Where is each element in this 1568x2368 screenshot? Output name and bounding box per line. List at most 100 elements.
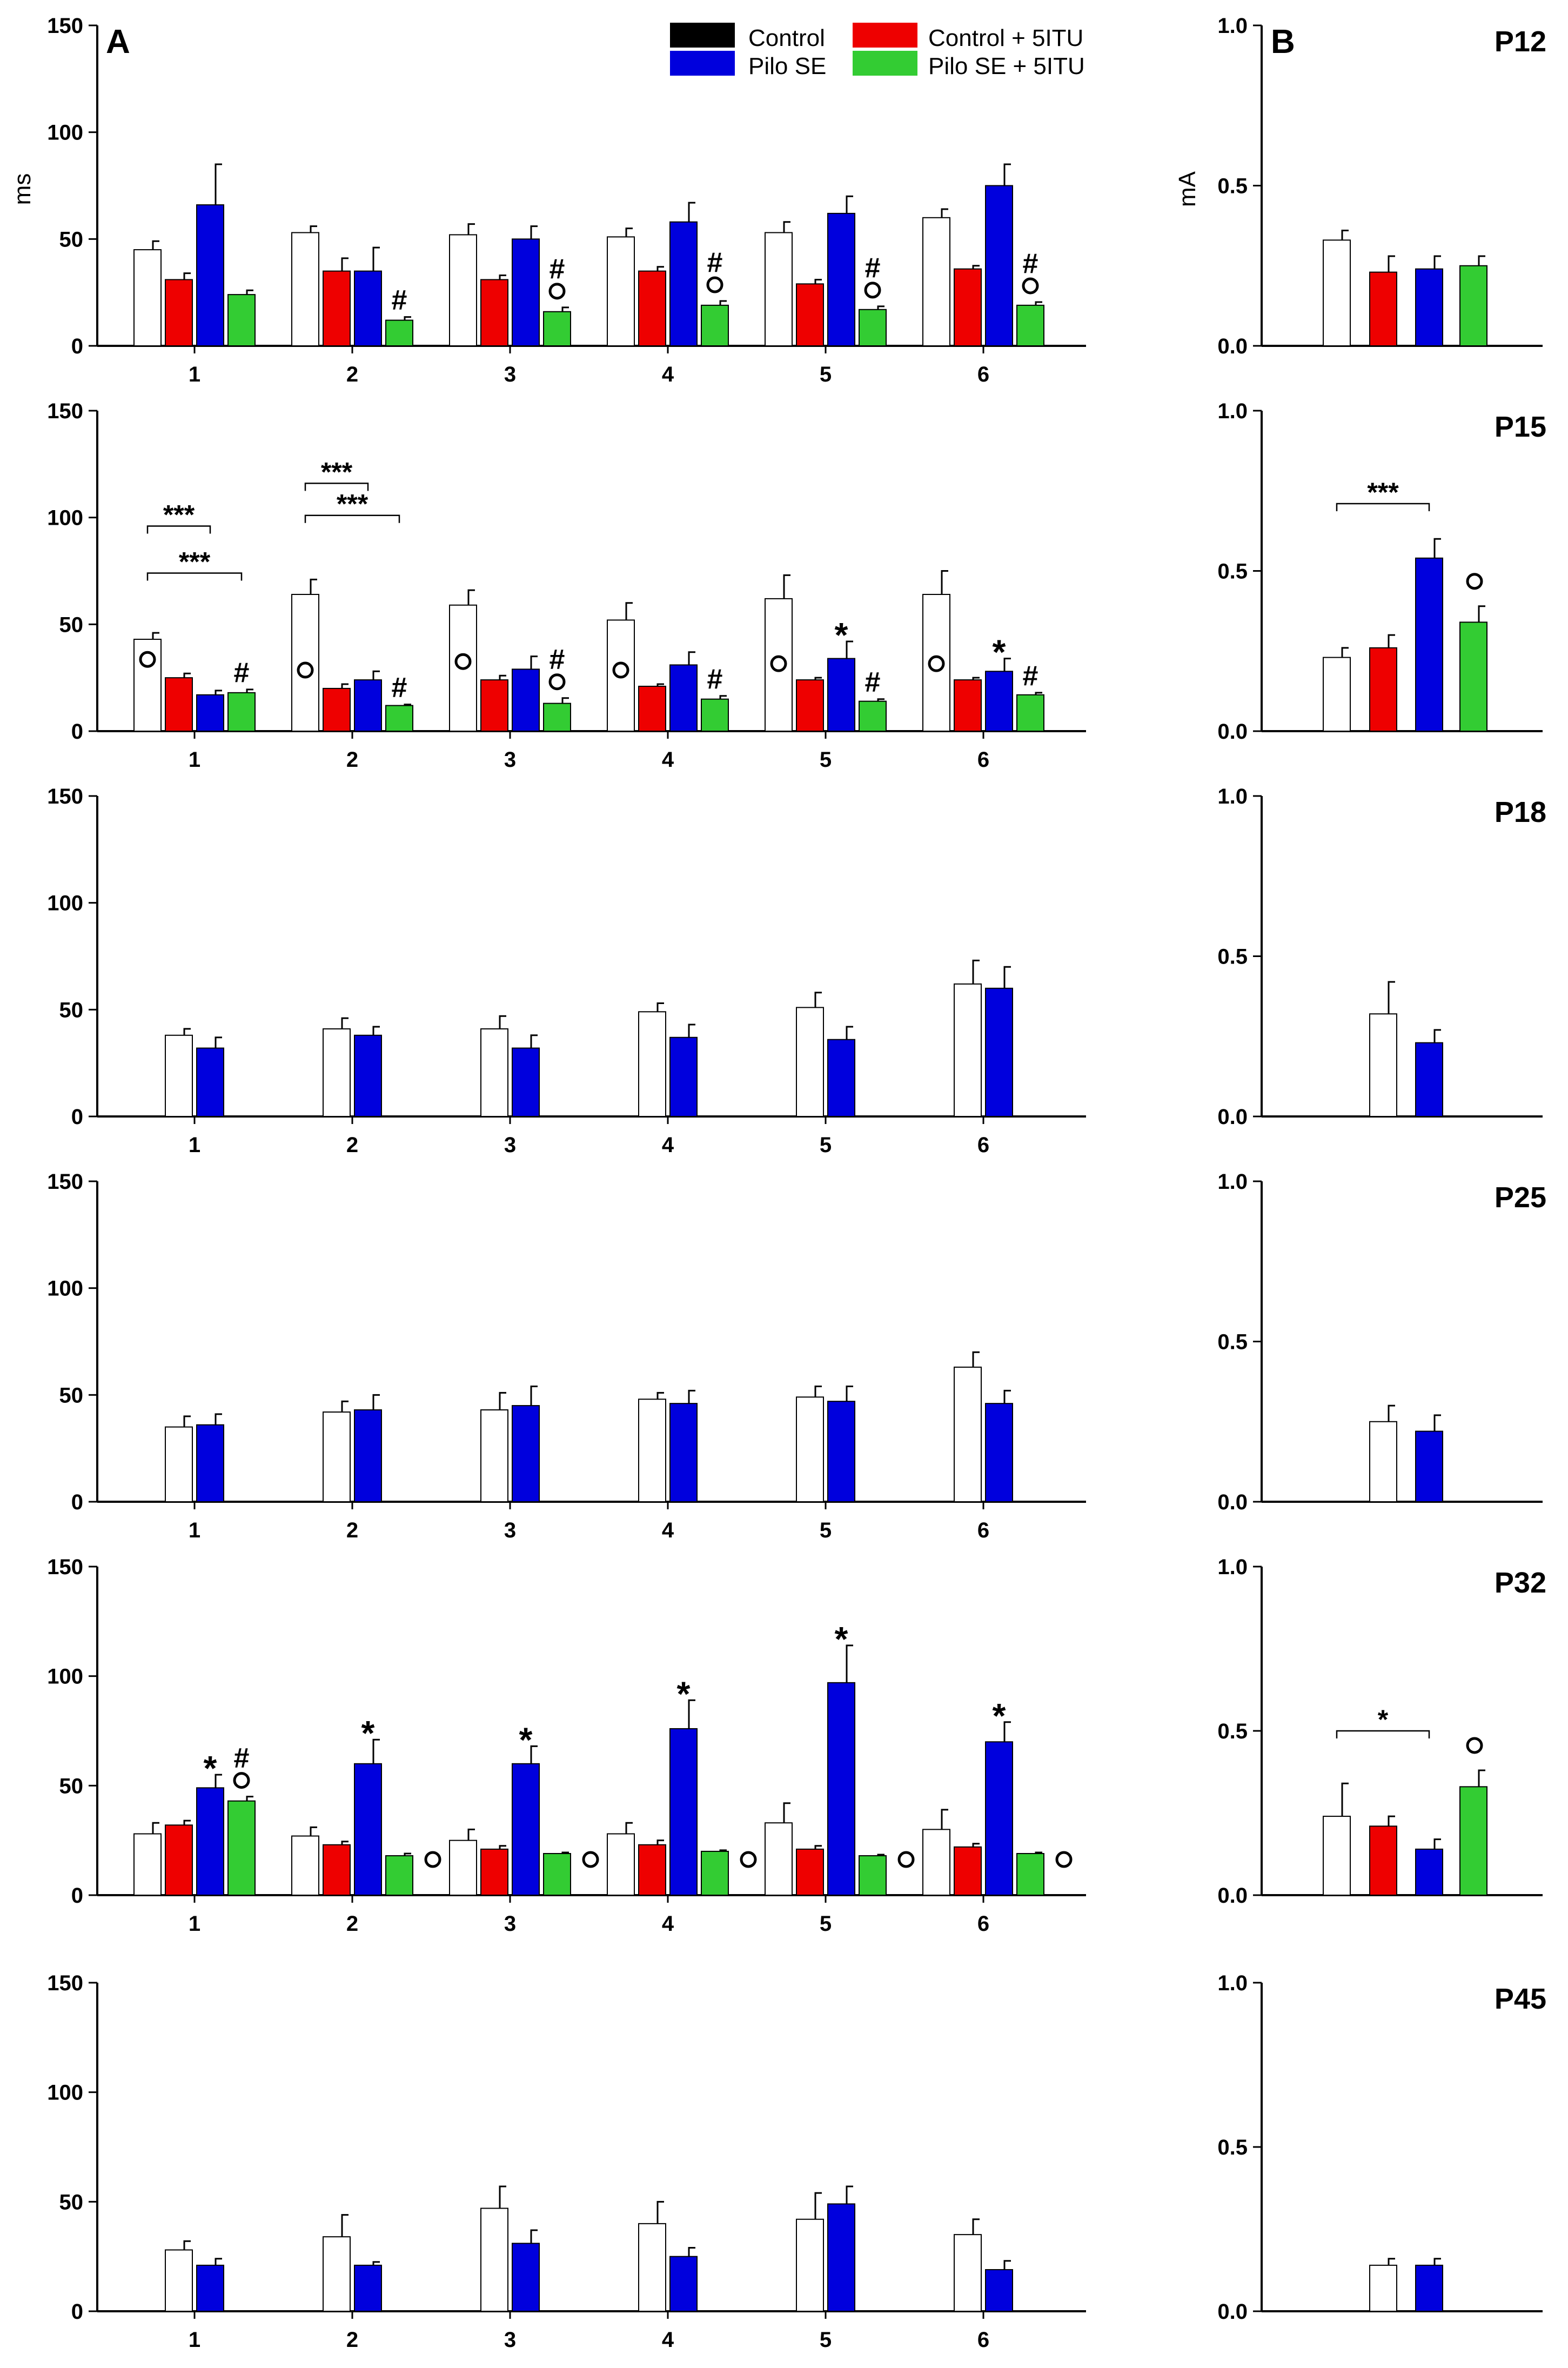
chart-a-p32-bar-control — [922, 1829, 950, 1896]
chart-a-p25-x-tick-label: 6 — [977, 1519, 989, 1542]
chart-a-p32-bar-control-5itu-error-bar — [341, 1841, 349, 1845]
chart-a-p25-bar-pilo-se — [827, 1401, 855, 1503]
chart-a-p25-bar-control-error-bar — [183, 1415, 191, 1427]
chart-a-p25-bar-control-error-bar — [814, 1386, 822, 1397]
chart-a-p32-bar-pilo-se-5itu-error-bar — [877, 1854, 884, 1856]
chart-a-p15-bar-control-5itu — [796, 679, 824, 732]
chart-a-p18-bar-pilo-se — [512, 1047, 540, 1117]
chart-a-p15-bar-control-5itu-error-bar — [341, 683, 349, 688]
chart-a-p45-bar-control — [165, 2249, 193, 2312]
chart-a-p25-bar-control-error-bar — [972, 1351, 980, 1367]
chart-a-p12-hash-mark: # — [865, 252, 881, 284]
chart-a-p15-bar-control — [607, 619, 635, 732]
chart-a-p25-bar-pilo-se — [669, 1403, 698, 1503]
chart-a-p15-bar-pilo-se — [985, 671, 1013, 732]
chart-a-p32-bar-pilo-se-5itu-error-bar — [1035, 1851, 1042, 1854]
chart-a-p12-bar-pilo-se — [985, 185, 1013, 346]
chart-a-p45-bar-pilo-se-error-bar — [372, 2261, 380, 2265]
chart-a-p25: 0 50 100 150 1 2 3 4 5 6 — [47, 1170, 1086, 1542]
chart-b-p12-bar-pilo-se-5itu-error-bar — [1478, 255, 1485, 266]
chart-b-p32-bracket-label: * — [1378, 1704, 1389, 1735]
chart-a-p15-bar-control-5itu — [638, 685, 666, 732]
chart-a-p15-circle-mark — [928, 655, 945, 672]
chart-b-p15-circle-mark — [1466, 573, 1483, 590]
chart-a-p12-bar-control-5itu-error-bar — [656, 266, 664, 271]
chart-a-p18-bar-control-error-bar — [656, 1002, 664, 1012]
chart-b-p32-y-tick-label: 0.5 — [1217, 1720, 1248, 1743]
chart-a-p25-bar-control — [323, 1411, 351, 1502]
chart-a-p12-bar-pilo-se-error-bar — [372, 246, 380, 271]
chart-a-p12-x-tick-label: 1 — [189, 363, 200, 386]
chart-a-p15-bar-pilo-se-error-bar — [215, 690, 222, 695]
chart-a-p15-circle-mark — [139, 651, 156, 668]
chart-a-p15-bar-pilo-se-error-bar — [1003, 658, 1011, 672]
chart-a-p45-bar-control-error-bar — [656, 2200, 664, 2224]
chart-a-p12-bar-pilo-se-error-bar — [215, 163, 222, 205]
chart-a-p15-bar-control-5itu-error-bar — [972, 677, 980, 680]
chart-a-p12-bar-control-5itu — [480, 279, 508, 346]
chart-b-p18-bar-pilo-se — [1415, 1042, 1443, 1117]
chart-a-p12-y-tick-label: 0 — [71, 335, 83, 358]
chart-a-p25-x-tick-label: 1 — [189, 1519, 200, 1542]
chart-a-p45-bar-pilo-se — [354, 2264, 382, 2312]
chart-a-p32-x-tick-label: 2 — [346, 1912, 358, 1936]
chart-a-p12-bar-control-5itu-error-bar — [814, 278, 822, 284]
chart-a-p32-star-mark: * — [993, 1696, 1006, 1735]
chart-a-p45-y-tick-label: 100 — [47, 2081, 83, 2105]
chart-a-p25-bar-control — [954, 1366, 982, 1502]
chart-a-p12-x-tick-label: 4 — [662, 363, 674, 386]
chart-a-p12-bar-control-5itu-error-bar — [183, 272, 191, 280]
chart-a-p12-bar-control — [291, 232, 319, 346]
chart-a-p32-y-tick-label: 100 — [47, 1665, 83, 1689]
chart-a-p45-bar-control — [796, 2218, 824, 2312]
chart-a-p12-bar-pilo-se-5itu — [385, 319, 413, 346]
chart-a-p32-y-tick-label: 50 — [59, 1774, 84, 1798]
chart-b-p32-significance-bracket — [1336, 1730, 1430, 1738]
chart-a-p32-circle-mark — [233, 1772, 250, 1789]
chart-a-p32-bar-control-error-bar — [625, 1822, 633, 1834]
chart-a-p18-bar-pilo-se-error-bar — [215, 1036, 222, 1048]
chart-a-p45-x-tick-label: 2 — [346, 2328, 358, 2352]
chart-a-p15-x-tick-label: 6 — [977, 748, 989, 772]
chart-b-p15-bar-pilo-se — [1415, 557, 1443, 732]
chart-a-p15-bar-pilo-se — [669, 664, 698, 732]
chart-a-p32-bar-control-error-bar — [941, 1809, 948, 1830]
chart-a-p15-bar-control-5itu — [480, 679, 508, 732]
chart-b-p18-y-tick-label: 0.5 — [1217, 945, 1248, 969]
chart-b-p18-bar-pilo-se-error-bar — [1433, 1029, 1441, 1043]
chart-b-p32-bar-pilo-se-5itu — [1459, 1786, 1487, 1896]
chart-a-p12-bar-control — [133, 249, 162, 346]
chart-a-p15-significance-bracket — [304, 514, 400, 523]
chart-a-p32-bar-control-error-bar — [467, 1828, 475, 1841]
chart-a-p12-bar-pilo-se-5itu — [701, 304, 729, 346]
chart-a-p18-bar-pilo-se — [196, 1047, 224, 1117]
chart-a-p18-bar-pilo-se — [985, 987, 1013, 1118]
legend-label-control: Control — [748, 25, 825, 51]
chart-a-p18-x-tick-label: 4 — [662, 1133, 674, 1157]
chart-a-p45-bar-control-error-bar — [341, 2214, 349, 2237]
chart-b-p25-bar-pilo-se-error-bar — [1433, 1414, 1441, 1431]
chart-a-p45-bar-control — [480, 2208, 508, 2312]
chart-a-p25-bar-pilo-se — [196, 1424, 224, 1502]
chart-b-p32-bar-control-5itu-error-bar — [1388, 1815, 1395, 1827]
chart-a-p32-star-mark: * — [519, 1720, 533, 1759]
chart-a-p12-bar-pilo-se-5itu-error-bar — [404, 316, 411, 320]
panel-a-label: A — [106, 23, 130, 61]
chart-a-p32-bar-control — [449, 1839, 477, 1896]
chart-a-p18-y-tick-label: 0 — [71, 1105, 83, 1129]
chart-a-p32-bar-pilo-se — [669, 1728, 698, 1896]
chart-a-p15-bracket-label: *** — [337, 489, 368, 519]
chart-a-p15-bar-control — [133, 639, 162, 732]
chart-a-p12-bar-pilo-se-5itu-error-bar — [719, 300, 727, 305]
chart-b-p12-y-tick-label: 0.0 — [1217, 335, 1248, 358]
chart-b-p18-y-tick-label: 1.0 — [1217, 785, 1248, 808]
chart-b-p32-age-title: P32 — [1495, 1567, 1546, 1599]
chart-a-p12: 0 50 100 150 1 2 3 4 5 6 # # # # # — [47, 14, 1086, 386]
chart-a-p32-bar-pilo-se-error-bar — [215, 1774, 222, 1788]
chart-a-p45-bar-pilo-se-error-bar — [1003, 2260, 1011, 2270]
chart-a-p18-bar-pilo-se — [827, 1039, 855, 1118]
chart-b-p32-circle-mark — [1466, 1737, 1483, 1754]
chart-a-p12-bar-control-5itu-error-bar — [499, 275, 506, 280]
chart-a-p12-bar-control-5itu — [165, 279, 193, 346]
